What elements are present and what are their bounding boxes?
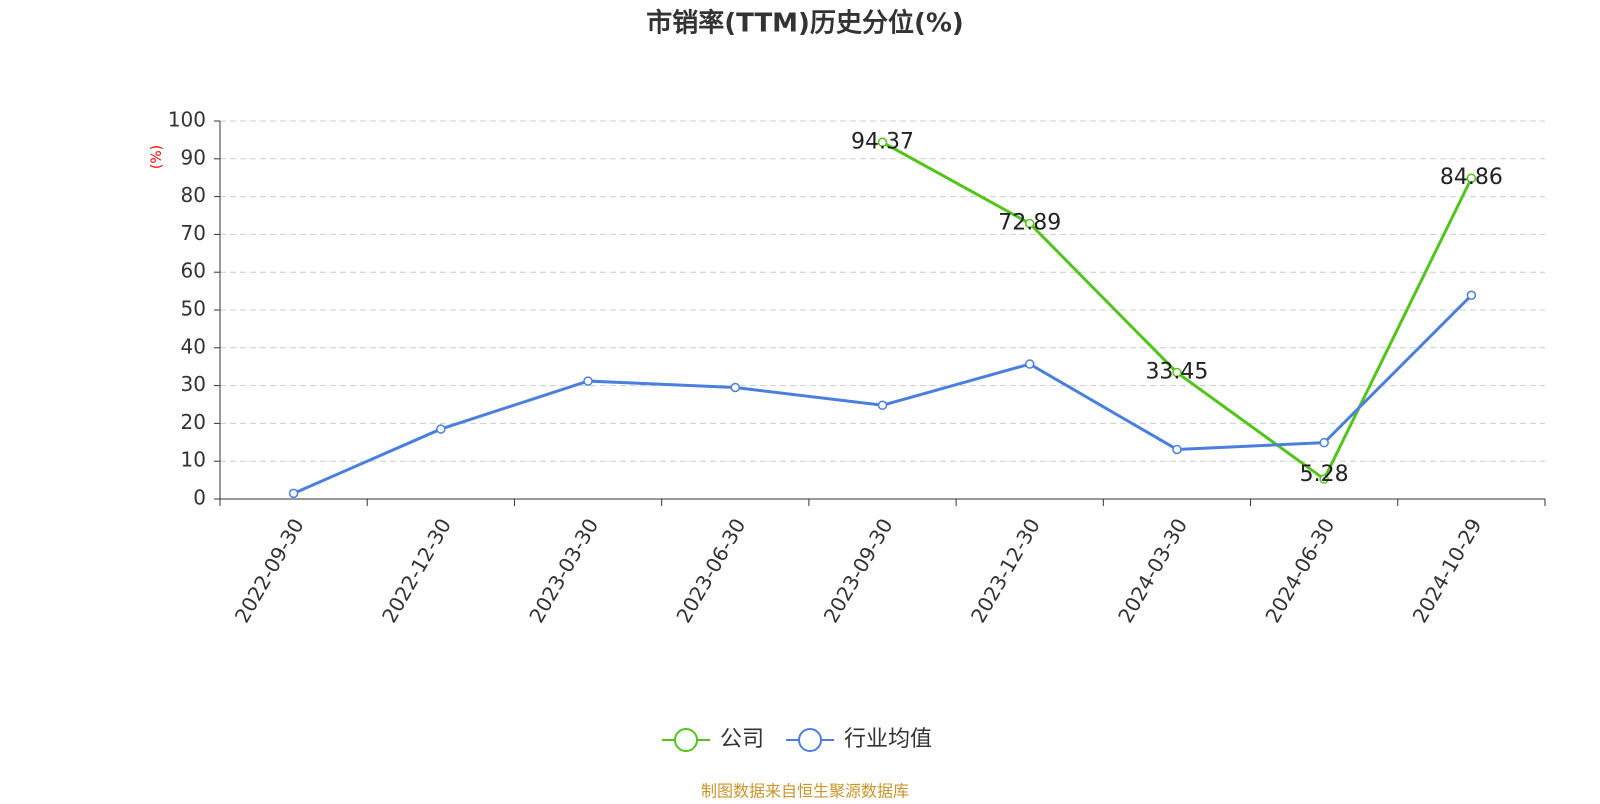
- data-point: [288, 488, 299, 499]
- data-label: 5.28: [1300, 462, 1349, 487]
- x-tick-label: 2023-12-30: [966, 514, 1045, 627]
- y-tick-label: 40: [181, 334, 206, 358]
- legend-label: 行业均值: [844, 727, 932, 752]
- data-point: [1172, 444, 1182, 455]
- y-tick-label: 0: [193, 486, 206, 510]
- x-tick-label: 2022-09-30: [230, 514, 309, 627]
- data-point: [1466, 290, 1477, 301]
- legend-marker: [798, 728, 823, 752]
- data-point: [1319, 474, 1329, 484]
- y-tick-label: 20: [181, 410, 206, 434]
- legend-item: 公司: [662, 727, 764, 752]
- x-tick-label: 2024-10-29: [1408, 514, 1487, 627]
- data-point: [730, 382, 741, 393]
- data-label: 84.86: [1440, 165, 1503, 190]
- y-tick-label: 10: [181, 448, 206, 472]
- legend-marker: [674, 728, 698, 752]
- x-tick-label: 2023-06-30: [671, 514, 750, 627]
- x-tick-label: 2023-03-30: [524, 514, 603, 627]
- y-tick-label: 30: [181, 372, 206, 396]
- y-tick-label: 70: [181, 221, 206, 245]
- data-point: [877, 137, 888, 148]
- data-label: 33.45: [1145, 360, 1208, 385]
- chart-title: 市销率(TTM)历史分位(%): [646, 8, 964, 39]
- data-point: [436, 424, 446, 434]
- x-tick-label: 2022-12-30: [377, 514, 456, 627]
- data-point: [583, 376, 593, 386]
- data-label: 72.89: [998, 210, 1061, 235]
- x-tick-label: 2023-09-30: [819, 514, 898, 627]
- data-point: [1319, 437, 1329, 448]
- footer: 制图数据来自恒生聚源数据库: [701, 782, 909, 801]
- data-point: [1024, 218, 1035, 229]
- data-point: [1024, 359, 1035, 369]
- y-tick-label: 100: [168, 108, 206, 132]
- data-label: 94.37: [851, 129, 914, 154]
- legend-item: 行业均值: [786, 727, 932, 752]
- data-point: [877, 400, 888, 411]
- y-tick-label: 90: [181, 145, 206, 169]
- series-line: [293, 294, 1473, 495]
- data-point: [1466, 173, 1477, 183]
- data-point: [1172, 367, 1182, 378]
- series-line: [881, 140, 1473, 482]
- y-tick-label: 80: [181, 183, 206, 207]
- x-tick-label: 2024-03-30: [1113, 514, 1192, 627]
- x-tick-label: 2024-06-30: [1260, 514, 1339, 627]
- legend-label: 公司: [720, 727, 764, 752]
- y-tick-label: 60: [181, 259, 206, 283]
- y-axis-label: (%): [149, 145, 165, 169]
- y-tick-label: 50: [181, 297, 206, 321]
